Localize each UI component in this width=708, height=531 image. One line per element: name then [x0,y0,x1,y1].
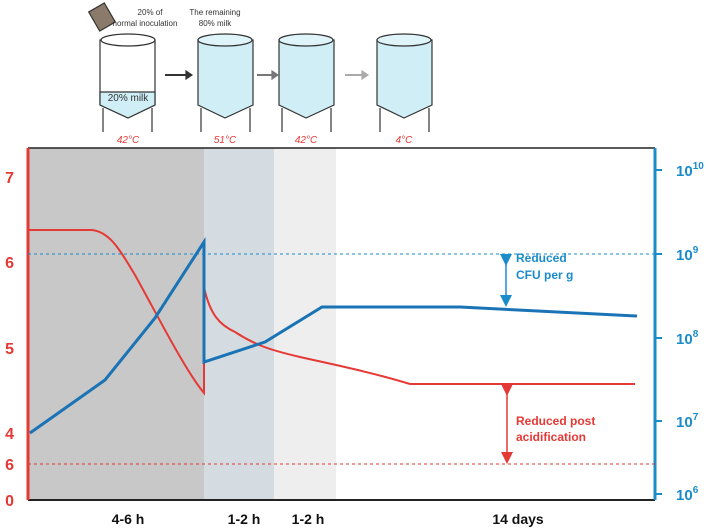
annotation: acidification [516,430,586,444]
phase-band [204,148,274,500]
tank-label: 20% milk [108,93,150,104]
exponent: 8 [693,329,699,340]
ph-curve [28,229,635,396]
exponent: 10 [693,161,705,172]
tank [197,33,254,132]
right-tick-label: 106 [676,485,699,504]
exponent: 7 [693,412,699,423]
phase-label: 1-2 h [292,511,325,527]
note: The remaining [189,8,240,17]
package [87,2,117,32]
exponent: 6 [693,485,699,496]
tank [278,33,335,132]
right-tick-label: 1010 [676,161,704,180]
phase-label: 14 days [492,511,544,527]
temperature: 51°C [214,135,237,146]
left-tick-label: 5 [5,341,14,358]
annotation: Reduced [516,251,567,265]
annotation: CFU per g [516,268,573,282]
note: normal inoculation [113,19,178,28]
note: 80% milk [199,19,232,28]
temperature: 42°C [117,135,140,146]
base: 10 [676,247,693,264]
right-tick-label: 109 [676,245,699,264]
right-tick-label: 107 [676,412,699,431]
phase-band [28,148,204,500]
temperature: 42°C [295,135,318,146]
phase-label: 4-6 h [112,511,145,527]
tank [376,33,433,132]
phase-band [274,148,336,500]
right-tick-label: 108 [676,329,699,348]
left-tick-label: 6 [5,255,14,272]
left-tick-label: 7 [5,170,14,187]
annotation: Reduced post [516,414,595,428]
base: 10 [676,163,693,180]
right-ticks [655,169,662,495]
left-tick-label: 0 [5,493,14,510]
base: 10 [676,331,693,348]
phase-label: 1-2 h [228,511,261,527]
temperature: 4°C [396,135,414,146]
base: 10 [676,487,693,504]
exponent: 9 [693,245,699,256]
tank [99,33,156,132]
base: 10 [676,414,693,431]
note: 20% of [138,8,164,17]
illustration [87,2,433,132]
left-tick-label: 6 [5,457,14,474]
cfu-curve [29,236,638,435]
left-tick-label: 4 [5,426,14,443]
